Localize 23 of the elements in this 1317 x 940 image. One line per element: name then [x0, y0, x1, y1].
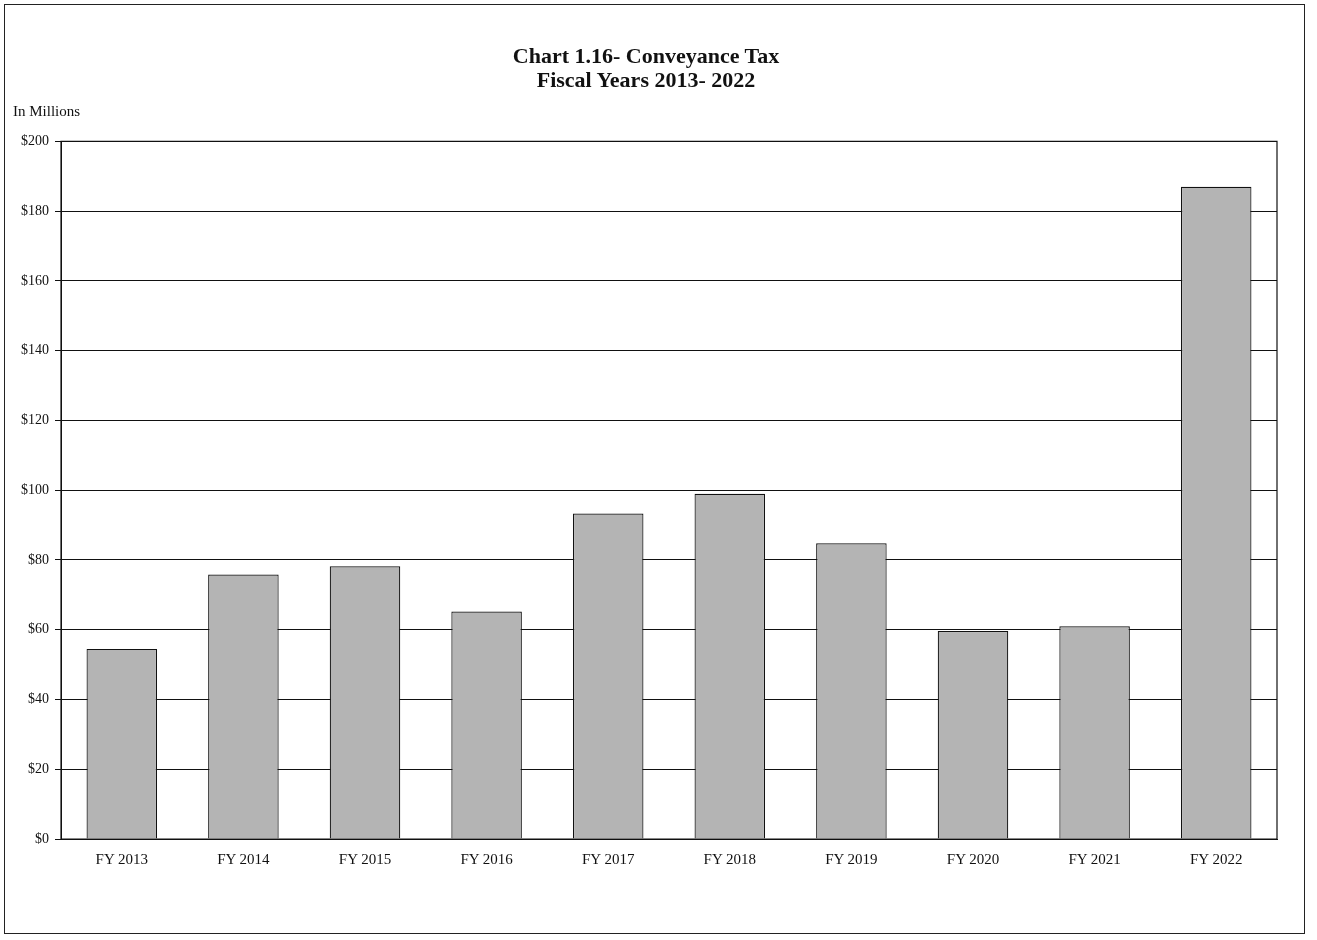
x-tick-label: FY 2015 [338, 850, 392, 867]
y-tick-label: $20 [28, 760, 49, 776]
y-tick-label: $60 [28, 621, 49, 637]
x-tick-label: FY 2018 [703, 850, 756, 867]
y-tick-label: $80 [28, 551, 49, 567]
x-tick-label: FY 2019 [825, 850, 878, 867]
y-tick-label: $200 [21, 133, 49, 149]
chart-title: Chart 1.16- Conveyance Tax Fiscal Years 2013- 2022 [512, 42, 780, 92]
x-tick-label: FY 2016 [460, 850, 514, 867]
y-tick-label: $100 [21, 481, 49, 497]
x-tick-label: FY 2022 [1190, 850, 1243, 867]
y-tick-label: $160 [21, 272, 49, 288]
x-tick-label: FY 2013 [95, 850, 148, 867]
x-tick-label: FY 2020 [946, 850, 1000, 867]
y-tick-label: $120 [21, 412, 49, 428]
x-tick-label: FY 2017 [582, 850, 635, 867]
x-tick-label: FY 2014 [217, 850, 271, 867]
x-tick-label: FY 2021 [1068, 850, 1121, 867]
y-tick-label: $140 [21, 342, 49, 358]
y-tick-label: $0 [35, 830, 49, 846]
y-tick-label: $180 [21, 202, 49, 218]
y-tick-label: $40 [28, 691, 49, 707]
y-axis-title: In Millions [13, 102, 81, 119]
